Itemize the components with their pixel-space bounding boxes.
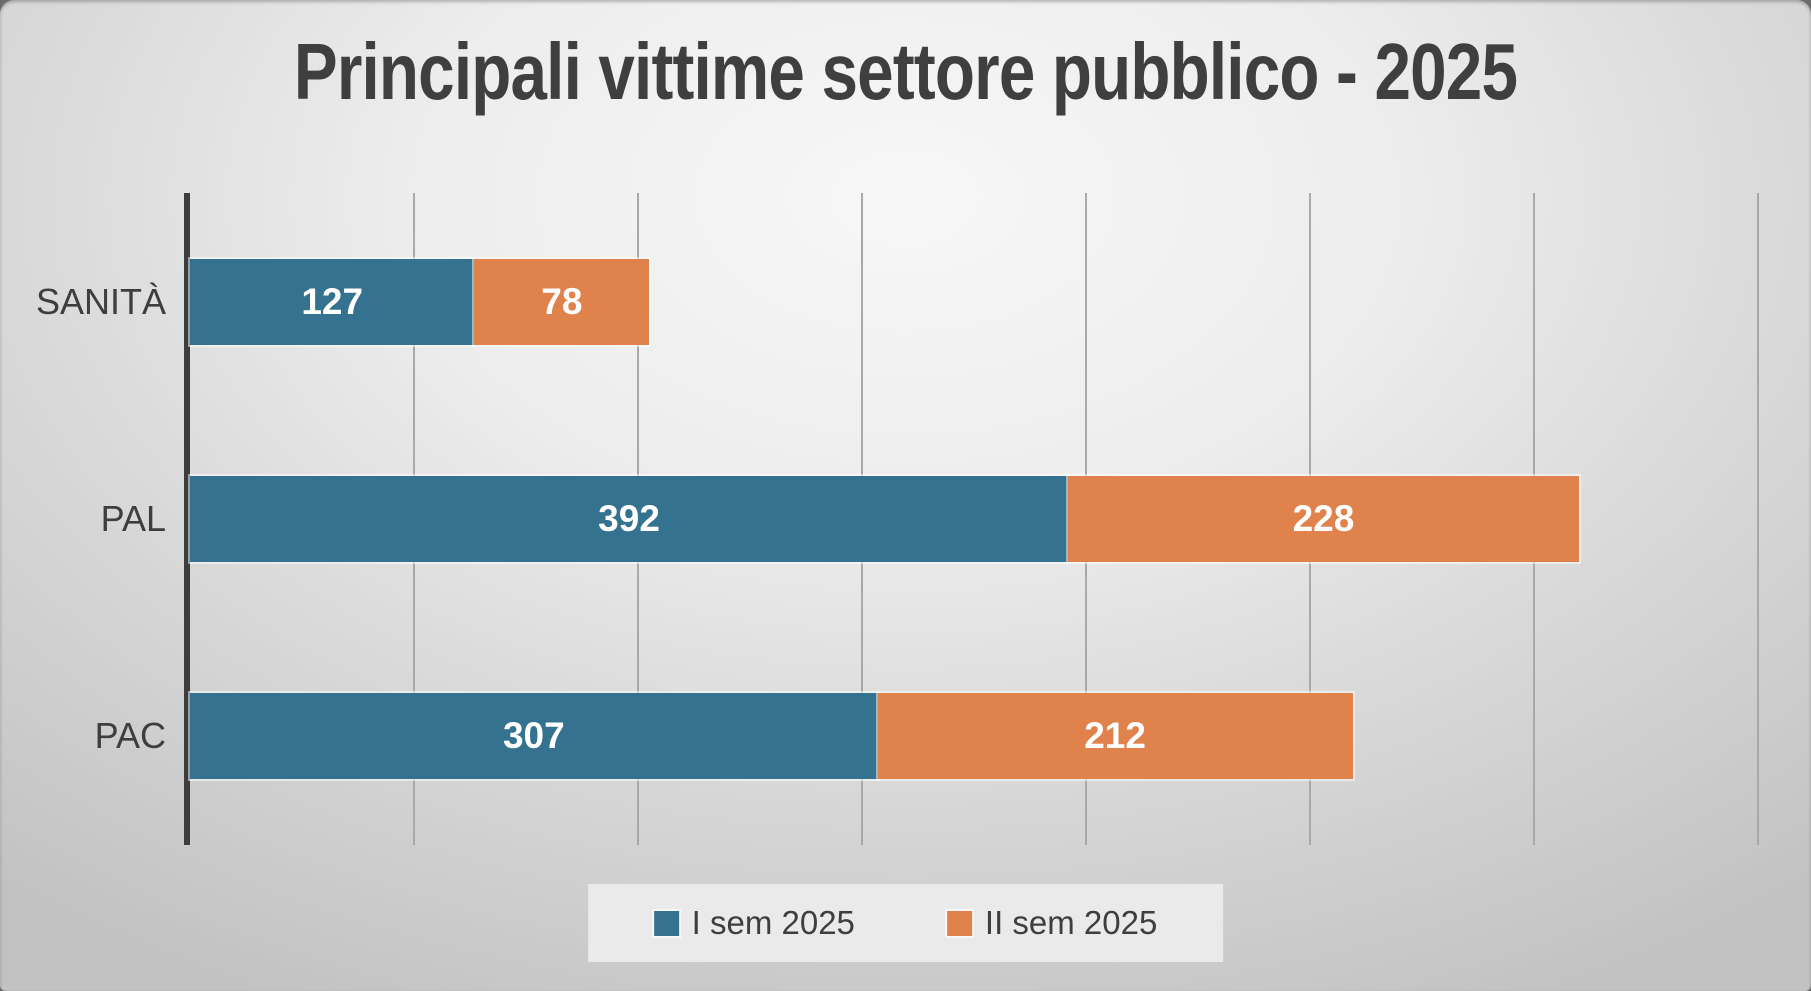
bar-value-label: 212 [1084,714,1146,756]
category-label-sanita: SANITÀ [35,280,166,322]
chart-title: Principali vittime settore pubblico - 20… [293,27,1518,116]
legend-label-sem1: I sem 2025 [691,904,855,941]
plot-area: SANITÀ 127 78 PAL 392 228 [36,193,1759,845]
bar-value-label: 392 [598,497,660,539]
legend-label-sem2: II sem 2025 [984,904,1158,941]
bar-value-label: 78 [541,280,583,322]
bar-value-label: 228 [1292,497,1355,539]
chart-row-sanita: SANITÀ 127 78 [36,193,1758,410]
bar-segment-sem1-pac: 307 [190,692,878,779]
bar-segment-sem1-sanita: 127 [190,258,475,345]
bar-segment-sem2-pal: 228 [1068,475,1579,562]
bar-segment-sem2-sanita: 78 [474,258,650,345]
bar-segment-sem2-pac: 212 [877,692,1353,779]
legend-item-sem1: I sem 2025 [653,904,855,942]
category-label-pal: PAL [100,497,166,539]
legend-swatch-sem2-icon [946,910,972,936]
bar-value-label: 127 [301,280,364,322]
bar-segment-sem1-pal: 392 [190,475,1069,562]
legend-item-sem2: II sem 2025 [946,904,1158,942]
legend-swatch-sem1-icon [653,910,679,936]
bar-group-pal: 392 228 [190,475,1579,562]
category-label-pac: PAC [94,714,166,756]
legend: I sem 2025 II sem 2025 [587,884,1224,962]
bar-value-label: 307 [502,714,565,756]
chart-row-pac: PAC 307 212 [95,627,1758,844]
chart-row-pal: PAL 392 228 [101,410,1758,627]
bar-group-pac: 307 212 [190,692,1353,779]
bar-group-sanita: 127 78 [190,258,650,345]
category-axis-line [184,193,190,845]
